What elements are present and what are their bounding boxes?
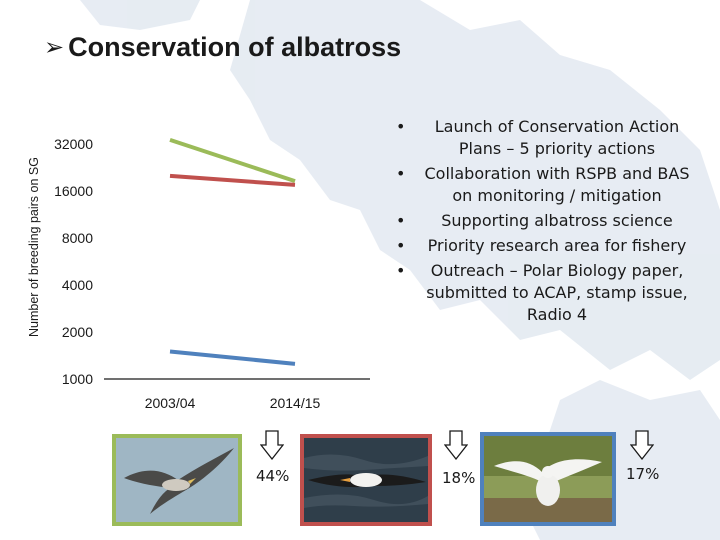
series-line-1 xyxy=(169,137,296,184)
wandering-albatross-photo xyxy=(484,436,612,522)
y-axis-label: Number of breeding pairs on SG xyxy=(27,157,41,337)
bullet-item: • Priority research area for fishery xyxy=(392,235,692,257)
slide-title-text: Conservation of albatross xyxy=(68,32,402,62)
bullet-marker: • xyxy=(396,117,406,136)
bullet-item: • Outreach – Polar Biology paper, submitt… xyxy=(392,260,692,326)
bullet-text: Launch of Conservation Action Plans – 5 … xyxy=(434,117,680,158)
x-tick-label: 2014/15 xyxy=(270,395,321,411)
black-browed-albatross-photo xyxy=(304,438,428,522)
species-photo-1 xyxy=(112,434,242,526)
slide-title: ➢ Conservation of albatross xyxy=(44,32,401,63)
bullet-item: • Launch of Conservation Action Plans – 5… xyxy=(392,116,692,160)
change-label-2: 18% xyxy=(442,469,476,487)
bullet-list: • Launch of Conservation Action Plans – 5… xyxy=(392,116,692,329)
change-label-3: 17% xyxy=(626,465,660,483)
y-tick-label: 16000 xyxy=(54,183,93,199)
bullet-item: • Collaboration with RSPB and BAS on moni… xyxy=(392,163,692,207)
down-arrow-icon xyxy=(444,430,468,460)
species-photo-3 xyxy=(480,432,616,526)
down-arrow-icon xyxy=(260,430,284,460)
bullet-item: • Supporting albatross science xyxy=(392,210,692,232)
y-tick-label: 2000 xyxy=(62,324,93,340)
y-tick-label: 32000 xyxy=(54,136,93,152)
title-arrow-icon: ➢ xyxy=(44,34,65,61)
y-tick-label: 4000 xyxy=(62,277,93,293)
bullet-marker: • xyxy=(396,261,406,280)
bullet-text: Outreach – Polar Biology paper, submitte… xyxy=(426,261,688,324)
change-label-1: 44% xyxy=(256,467,290,485)
series-line-3 xyxy=(169,349,296,366)
bullet-marker: • xyxy=(396,211,406,230)
bullet-text: Priority research area for fishery xyxy=(427,236,687,255)
bullet-text: Collaboration with RSPB and BAS on monit… xyxy=(424,164,690,205)
down-arrow-icon xyxy=(630,430,654,460)
series-line-2 xyxy=(169,173,296,187)
grey-albatross-photo xyxy=(116,438,238,522)
bullet-marker: • xyxy=(396,236,406,255)
species-photo-2 xyxy=(300,434,432,526)
y-tick-label: 8000 xyxy=(62,230,93,246)
x-tick-label: 2003/04 xyxy=(145,395,196,411)
bullet-text: Supporting albatross science xyxy=(441,211,673,230)
bullet-marker: • xyxy=(396,164,406,183)
y-tick-label: 1000 xyxy=(62,371,93,387)
